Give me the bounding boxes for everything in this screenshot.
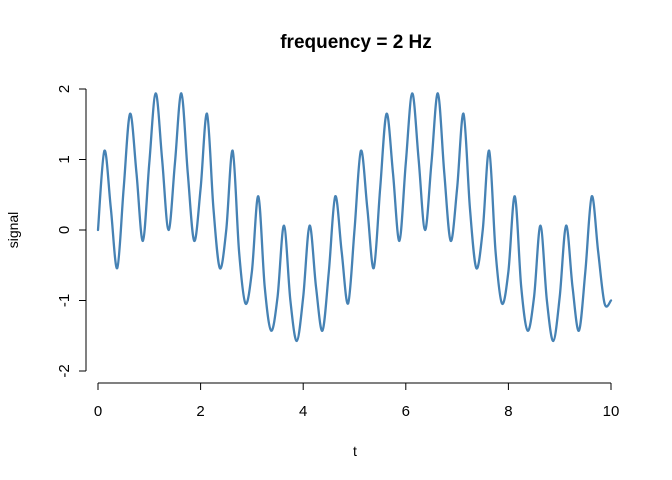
x-axis: 0 2 4 6 8 10 xyxy=(94,382,620,420)
x-tick-label: 2 xyxy=(196,403,204,420)
y-tick-label: 2 xyxy=(56,85,73,93)
x-tick-label: 10 xyxy=(603,403,620,420)
x-tick-label: 6 xyxy=(402,403,410,420)
x-tick-label: 8 xyxy=(504,403,512,420)
chart-title: frequency = 2 Hz xyxy=(280,32,432,53)
series-group xyxy=(96,92,613,343)
y-axis: -2 -1 0 1 2 xyxy=(56,85,87,378)
signal-line xyxy=(96,92,613,343)
x-tick-label: 0 xyxy=(94,403,102,420)
y-tick-label: -2 xyxy=(56,364,73,377)
y-tick-label: -1 xyxy=(56,294,73,307)
x-tick-label: 4 xyxy=(299,403,307,420)
y-tick-label: 1 xyxy=(56,155,73,163)
y-tick-label: 0 xyxy=(56,226,73,234)
x-axis-label: t xyxy=(353,443,357,459)
y-axis-label: signal xyxy=(5,212,21,249)
